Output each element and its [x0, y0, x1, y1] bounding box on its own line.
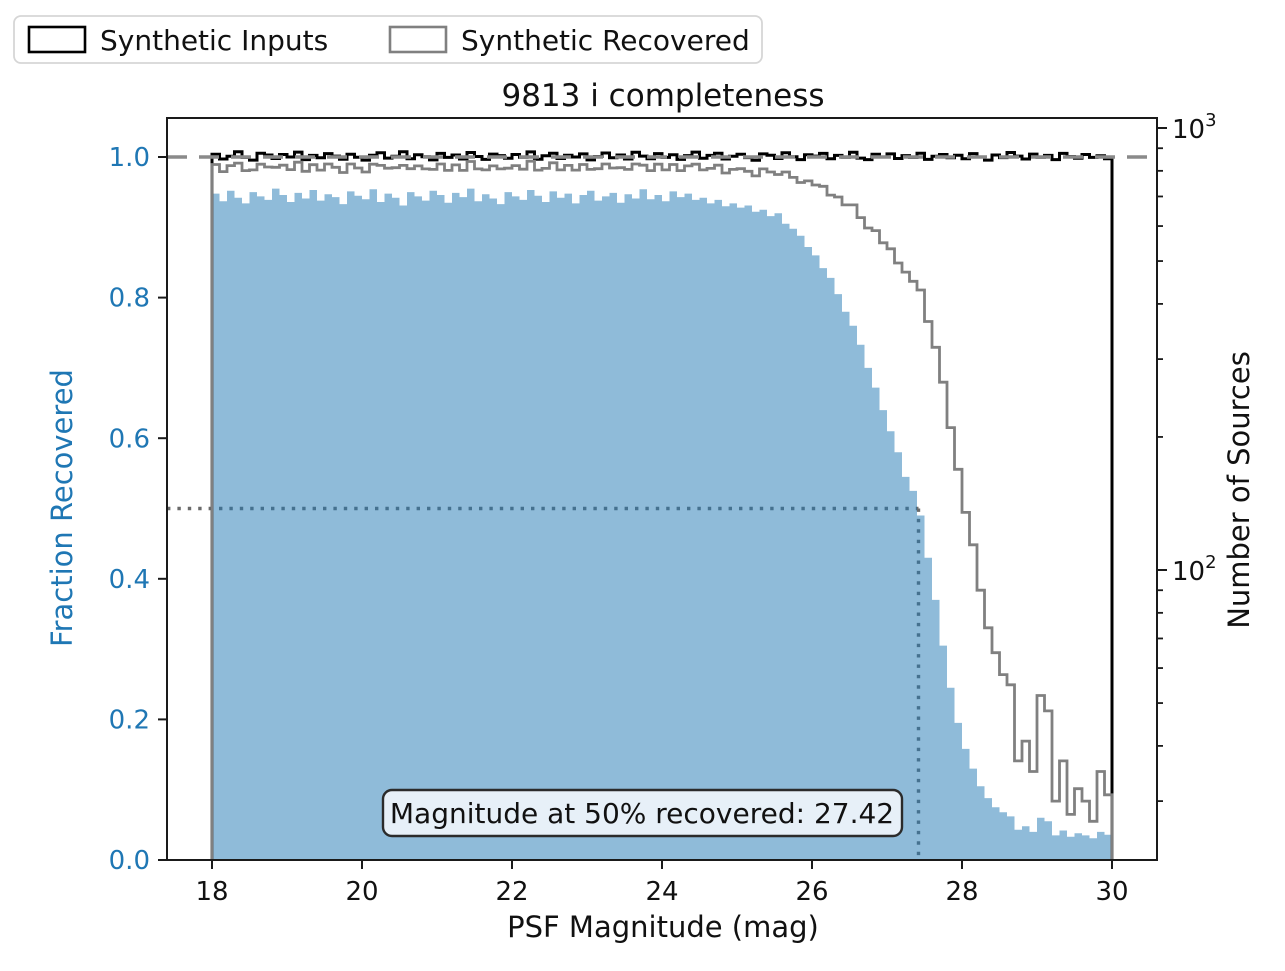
legend-label-synthetic-inputs: Synthetic Inputs — [100, 24, 328, 57]
legend-swatch-synthetic-recovered — [388, 25, 448, 54]
y-left-tick-label: 0.6 — [109, 424, 150, 454]
annotation-bubble — [381, 788, 904, 838]
y-left-tick-label: 0.8 — [109, 284, 150, 314]
legend-frame — [13, 15, 763, 64]
x-tick-label: 18 — [195, 877, 228, 907]
y-left-axis-label: Fraction Recovered — [45, 369, 79, 647]
x-tick-label: 20 — [345, 877, 378, 907]
x-tick-label: 28 — [945, 877, 978, 907]
y-left-tick-label: 1.0 — [109, 143, 150, 173]
x-tick-label: 22 — [495, 877, 528, 907]
x-tick-label: 30 — [1095, 877, 1128, 907]
y-right-tick-label: 102 — [1172, 552, 1217, 587]
synthetic-recovered-line-layer — [210, 159, 1114, 860]
y-right-tick-label: 103 — [1172, 110, 1217, 145]
x-tick-label: 24 — [645, 877, 678, 907]
y-left-tick-label: 0.0 — [109, 846, 150, 876]
fraction-recovered-fill-layer — [212, 188, 1112, 861]
synthetic-recovered-step-line — [210, 159, 1114, 860]
legend-label-synthetic-recovered: Synthetic Recovered — [461, 24, 750, 57]
annotation-box: Magnitude at 50% recovered: 27.42 — [381, 788, 904, 838]
plot-title: 9813 i completeness — [501, 78, 824, 114]
legend-swatch-synthetic-inputs — [27, 25, 87, 54]
y-right-axis-label: Number of Sources — [1222, 351, 1256, 629]
y-left-tick-label: 0.2 — [109, 706, 150, 736]
axis-ticks-and-labels: 18 20 22 24 26 28 30 0.0 0.2 0.4 0.6 0.8 1.0 103 102 — [109, 110, 1217, 907]
y-left-tick-label: 0.4 — [109, 565, 150, 595]
annotation-text: Magnitude at 50% recovered: 27.42 — [390, 797, 894, 830]
x-axis-label: PSF Magnitude (mag) — [507, 910, 819, 944]
fraction-recovered-fill — [212, 188, 1112, 861]
legend: Synthetic Inputs Synthetic Recovered — [13, 15, 763, 64]
x-tick-label: 26 — [795, 877, 828, 907]
